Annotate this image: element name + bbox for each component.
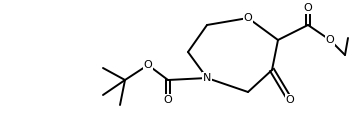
Text: O: O: [244, 13, 252, 23]
Text: O: O: [144, 60, 152, 70]
Text: N: N: [203, 73, 211, 83]
Text: O: O: [164, 95, 172, 105]
Text: O: O: [326, 35, 334, 45]
Text: O: O: [304, 3, 312, 13]
Text: O: O: [285, 95, 294, 105]
